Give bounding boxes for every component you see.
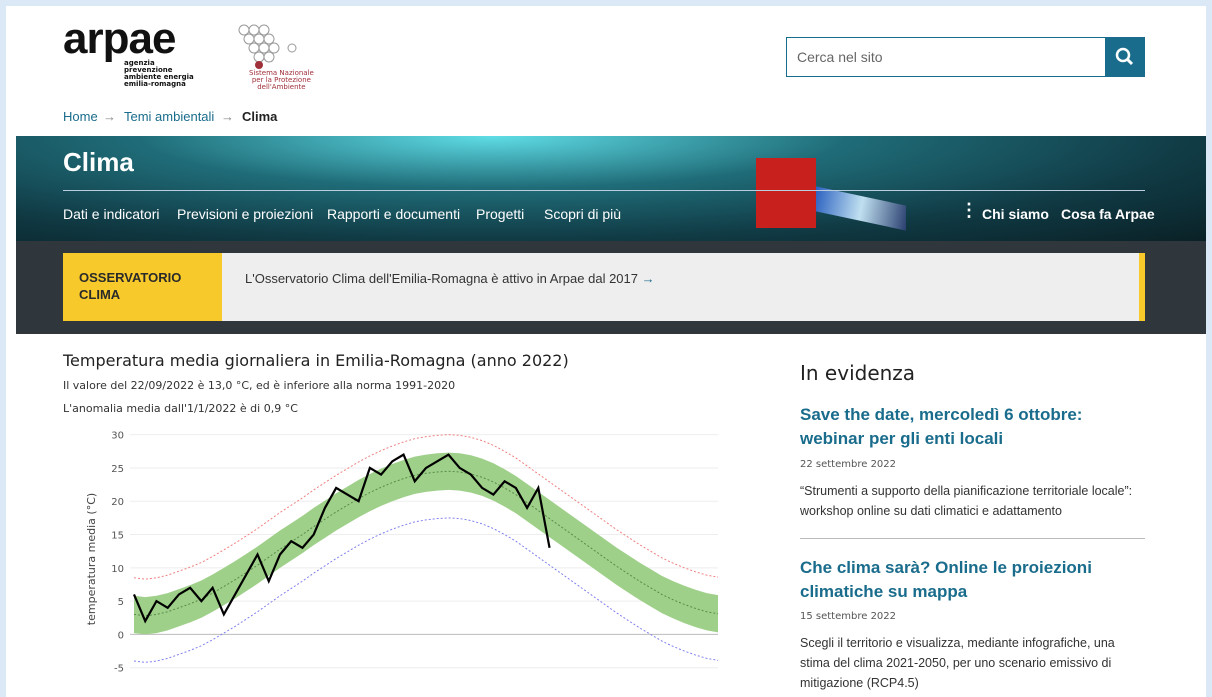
logo-line: emilia-romagna (124, 80, 186, 88)
chart: temperatura media (°C) -5 0 5 10 15 20 25 30 (85, 431, 719, 675)
logo-line: agenzia (124, 59, 155, 67)
banner-text[interactable]: L'Osservatorio Clima dell'Emilia-Romagna… (245, 271, 655, 286)
nav-link[interactable]: Rapporti e documenti (327, 206, 461, 222)
chart-subtitle: L'anomalia media dall'1/1/2022 è di 0,9 … (63, 402, 298, 415)
chart-title: Temperatura media giornaliera in Emilia-… (63, 351, 569, 370)
logo-lines: agenzia prevenzione ambiente energia emilia… (124, 60, 194, 88)
y-tick-label: 15 (111, 531, 124, 542)
line (133, 517, 719, 663)
news-title[interactable]: Save the date, mercoledì 6 ottobre: webi… (800, 405, 1083, 448)
nav-link[interactable]: Cosa fa Arpae (1061, 206, 1155, 222)
line (132, 453, 551, 624)
snpa-line: per la Protezione (251, 76, 311, 84)
y-tick-label: 0 (118, 630, 124, 641)
logo-line: prevenzione (124, 66, 173, 74)
logo[interactable]: arpae (63, 14, 176, 64)
y-tick-label: 5 (118, 597, 124, 608)
divider (800, 538, 1145, 539)
y-tick-label: 30 (111, 431, 124, 442)
snpa-line: Sistema Nazionale (249, 69, 314, 77)
snpa-text: Sistema Nazionale per la Protezione dell'A… (249, 70, 314, 91)
breadcrumb-sep: → (103, 109, 116, 124)
banner-label: OSSERVATORIO CLIMA (63, 253, 222, 321)
banner-box[interactable] (63, 253, 1145, 321)
nav-link[interactable]: Dati e indicatori (63, 206, 160, 222)
nav-link[interactable]: Chi siamo (982, 206, 1049, 222)
news-title[interactable]: Che clima sarà? Online le proiezioni cli… (800, 558, 1092, 601)
logo-text: arpae (63, 14, 176, 63)
search-input[interactable]: Cerca nel sito (786, 37, 1106, 77)
breadcrumb-link[interactable]: Temi ambientali (124, 109, 215, 124)
snpa-line: dell'Ambiente (257, 83, 306, 91)
page: arpae agenzia prevenzione ambiente energia… (6, 6, 1206, 697)
hero-title: Clima (63, 147, 134, 177)
y-axis-label: temperatura media (°C) (85, 493, 98, 625)
breadcrumb-sep: → (221, 109, 234, 124)
news-text: “Strumenti a supporto della pianificazio… (800, 484, 1133, 518)
band (134, 452, 718, 635)
hero-image (816, 186, 906, 231)
news-date: 15 settembre 2022 (800, 611, 897, 622)
nav-link[interactable]: Previsioni e proiezioni (177, 206, 314, 222)
breadcrumb-current: Clima (242, 109, 278, 124)
news-text: Scegli il territorio e visualizza, media… (800, 636, 1115, 690)
nav-link[interactable]: Scopri di più (544, 206, 622, 222)
chart-subtitle: Il valore del 22/09/2022 è 13,0 °C, ed è… (63, 379, 456, 392)
line (133, 434, 719, 580)
y-tick-label: 20 (111, 497, 124, 508)
search-icon (1115, 47, 1134, 66)
snpa-icon (238, 24, 297, 69)
divider (63, 190, 1145, 191)
nav-link[interactable]: Progetti (476, 206, 525, 222)
arrow: → (638, 271, 655, 286)
line (133, 470, 719, 617)
more-icon[interactable]: ⋮ (960, 200, 978, 220)
y-tick-label: -5 (114, 664, 124, 675)
y-tick-label: 25 (111, 464, 124, 475)
news-date: 22 settembre 2022 (800, 459, 897, 470)
logo-line: ambiente energia (124, 73, 194, 81)
hero (16, 136, 1206, 241)
breadcrumb-link[interactable]: Home (63, 109, 98, 124)
banner-link[interactable]: L'Osservatorio Clima dell'Emilia-Romagna… (245, 271, 638, 286)
y-tick-label: 10 (111, 564, 124, 575)
search-button[interactable] (1105, 37, 1145, 77)
sidebar-heading: In evidenza (800, 361, 916, 385)
hero-image (756, 158, 816, 228)
